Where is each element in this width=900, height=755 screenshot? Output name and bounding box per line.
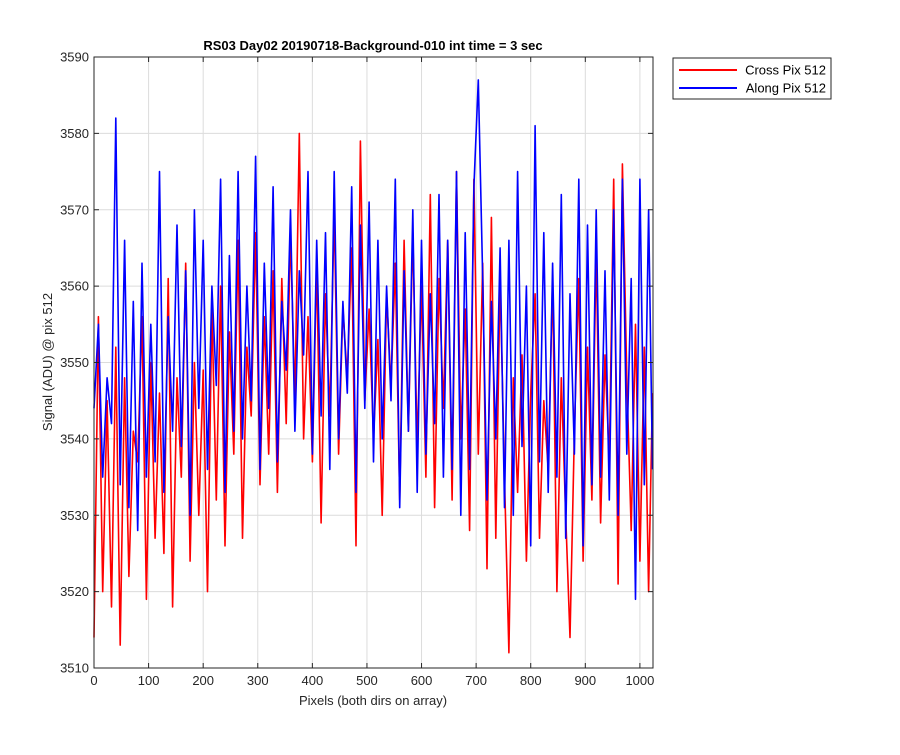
legend: Cross Pix 512 Along Pix 512 <box>672 57 832 100</box>
x-tick-label: 200 <box>192 673 214 688</box>
y-tick-labels: 3510 3520 3530 3540 3550 3560 3570 3580 3590 <box>60 50 89 676</box>
legend-label-cross: Cross Pix 512 <box>745 63 826 78</box>
y-tick-label: 3530 <box>60 508 89 523</box>
x-tick-label: 0 <box>90 673 97 688</box>
series-line-along-pix-512 <box>93 79 654 601</box>
legend-box <box>672 57 832 100</box>
x-tick-label: 100 <box>138 673 160 688</box>
y-tick-label: 3540 <box>60 431 89 446</box>
y-tick-label: 3520 <box>60 584 89 599</box>
y-tick-label: 3560 <box>60 279 89 294</box>
y-tick-label: 3510 <box>60 661 89 676</box>
x-tick-label: 900 <box>574 673 596 688</box>
x-tick-label: 1000 <box>625 673 654 688</box>
x-tick-label: 300 <box>247 673 269 688</box>
y-axis-label: Signal (ADU) @ pix 512 <box>40 293 55 431</box>
chart-title: RS03 Day02 20190718-Background-010 int t… <box>203 38 542 53</box>
x-tick-label: 800 <box>520 673 542 688</box>
x-tick-label: 600 <box>411 673 433 688</box>
x-axis-label: Pixels (both dirs on array) <box>299 693 447 708</box>
x-tick-label: 400 <box>302 673 324 688</box>
y-tick-label: 3570 <box>60 202 89 217</box>
y-tick-label: 3550 <box>60 355 89 370</box>
legend-label-along: Along Pix 512 <box>746 81 826 96</box>
x-tick-labels: 0 100 200 300 400 500 600 700 800 900 1000 <box>90 673 654 688</box>
series-lines <box>93 79 654 654</box>
x-tick-label: 500 <box>356 673 378 688</box>
x-tick-label: 700 <box>465 673 487 688</box>
axis-ticks <box>93 56 653 669</box>
y-tick-label: 3580 <box>60 126 89 141</box>
y-tick-label: 3590 <box>60 50 89 65</box>
